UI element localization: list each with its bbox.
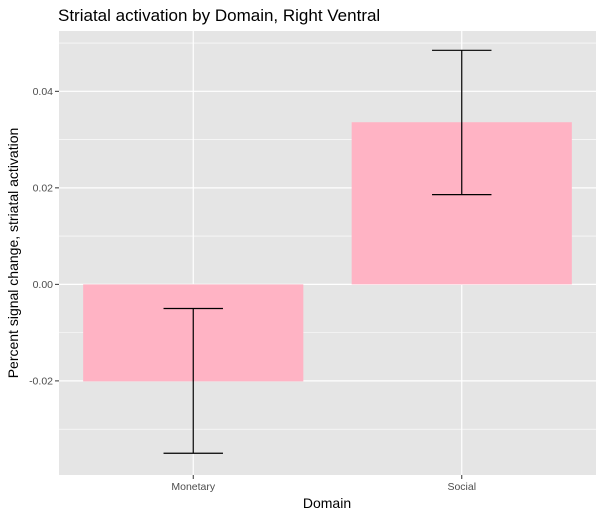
y-tick-label: 0.02: [33, 183, 54, 195]
x-tick-label: Social: [447, 481, 476, 493]
chart-title: Striatal activation by Domain, Right Ven…: [58, 6, 380, 25]
x-axis: Monetary Social: [171, 475, 476, 493]
y-axis: -0.02 0.00 0.02 0.04: [29, 86, 59, 388]
y-axis-title: Percent signal change, striatal activati…: [5, 128, 21, 379]
error-bars: [163, 49, 492, 454]
x-axis-title: Domain: [303, 495, 351, 511]
error-bar-monetary: [163, 307, 223, 454]
error-bar-social: [432, 49, 492, 196]
y-tick-label: 0.00: [33, 279, 54, 291]
y-tick-label: -0.02: [29, 376, 53, 388]
x-tick-label: Monetary: [171, 481, 216, 493]
y-tick-label: 0.04: [33, 86, 54, 98]
